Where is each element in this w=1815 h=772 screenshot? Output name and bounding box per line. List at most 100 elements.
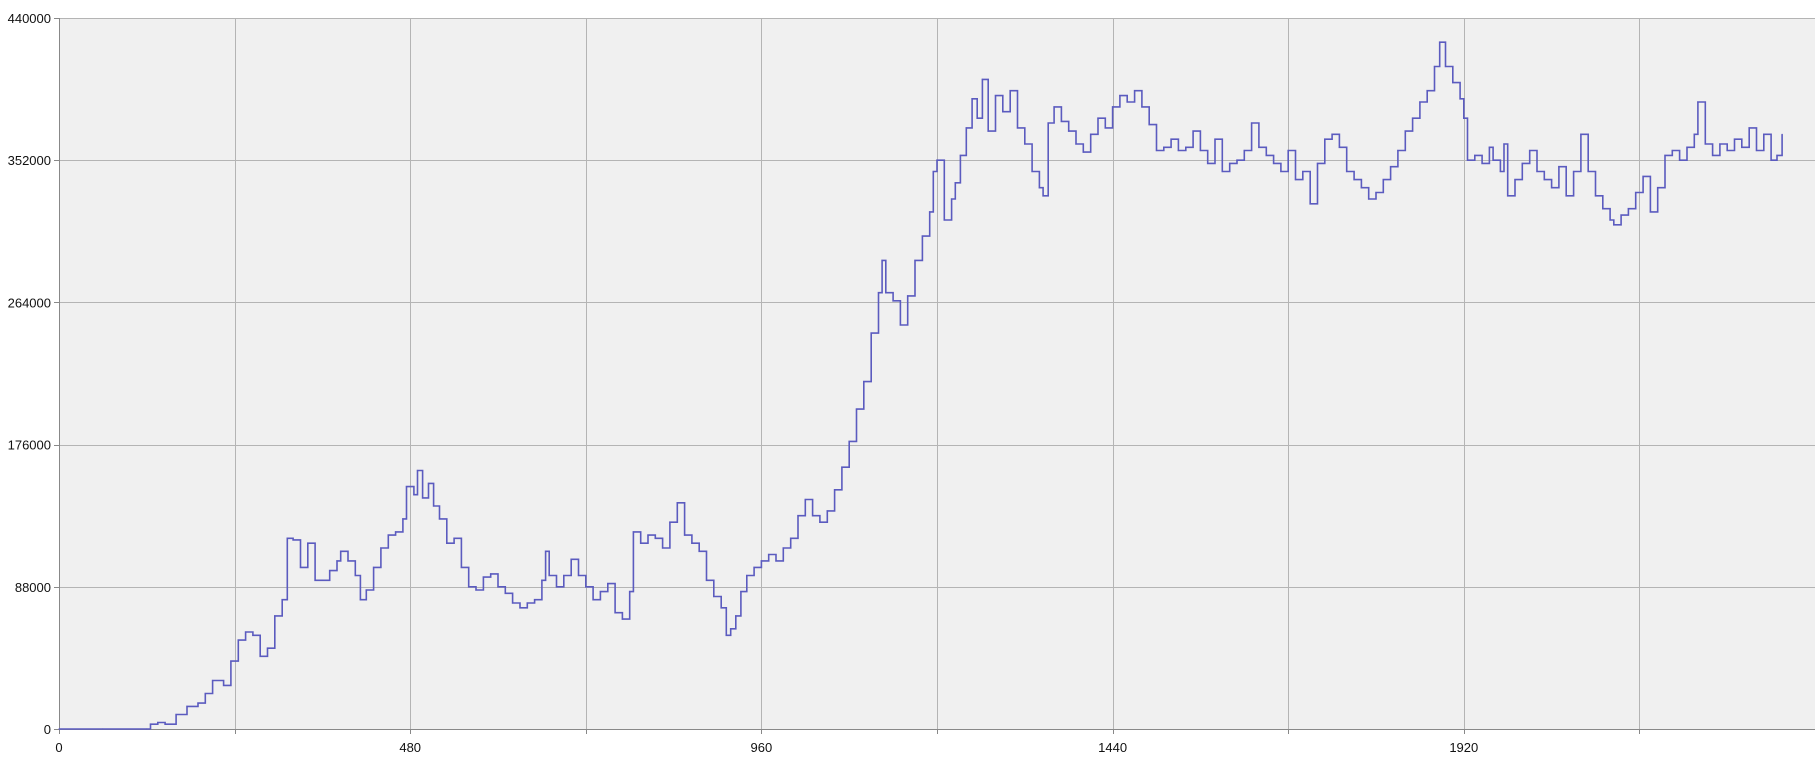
data-point [482,576,484,578]
data-point [1748,127,1750,129]
data-point [1776,154,1778,156]
data-point [314,579,316,581]
data-point [1324,138,1326,140]
data-point [146,728,148,730]
data-point [1199,149,1201,152]
data-point [1382,179,1384,181]
data-point [1346,170,1348,173]
data-point [705,579,708,581]
data-point [1463,117,1465,119]
data-point [684,534,686,536]
data-point [826,510,828,512]
data-point [621,618,624,620]
data-point [1353,179,1355,181]
data-point [877,292,880,294]
data-point [885,292,887,294]
data-point [1733,138,1736,140]
data-point [204,692,206,695]
data-point [632,531,635,533]
data-point [669,521,671,523]
data-point [753,566,755,569]
y-tick-label: 176000 [8,438,51,453]
data-point [1185,146,1187,148]
data-point [541,579,543,581]
data-point [971,98,973,100]
data-point [175,713,177,716]
data-point [1163,146,1165,148]
data-point [1236,159,1238,161]
data-point [413,494,415,496]
data-point [647,534,649,536]
data-point [266,647,269,649]
data-point [1170,138,1172,140]
data-point [775,560,777,562]
data-point [1565,195,1567,197]
data-point [1258,146,1260,148]
data-point [1726,149,1728,152]
data-point [1697,101,1699,103]
data-point [1488,146,1490,148]
data-point [907,295,909,297]
data-point [259,655,261,657]
data-point [1763,133,1765,135]
data-point [1649,211,1651,213]
data-point [1042,195,1044,197]
data-point [936,159,938,161]
data-point [373,566,375,569]
data-point [1459,98,1461,100]
data-point [768,553,770,556]
data-point [841,466,843,468]
data-point [387,534,389,536]
data-point [1433,65,1436,68]
data-point [460,566,462,569]
data-point [321,579,323,581]
data-point [1155,149,1158,152]
data-point [446,542,448,544]
data-point [1712,154,1714,156]
data-point [1309,203,1311,205]
data-point [468,586,470,588]
y-tick-label: 88000 [15,580,51,595]
data-point [1657,187,1659,189]
data-point [1141,106,1143,108]
data-point [1620,214,1622,216]
data-point [365,589,367,591]
data-point [1038,187,1040,189]
data-point [1221,170,1223,173]
data-point [1466,159,1469,161]
data-point [1609,219,1611,221]
data-point [1719,143,1721,145]
data-point [157,721,159,724]
data-point [976,117,978,119]
data-point [932,170,934,173]
data-point [614,612,616,614]
data-point [347,560,349,562]
data-point [1642,175,1644,177]
data-point [640,542,642,544]
grid-lines [59,18,1815,730]
data-point [1068,130,1070,132]
data-point [1704,143,1706,145]
data-point [336,560,338,562]
data-point [1053,106,1055,108]
data-point [1507,195,1509,197]
x-tick-label: 0 [55,740,62,755]
data-point [1474,154,1476,156]
data-point [1419,101,1421,103]
data-point [427,482,430,484]
data-point [863,381,865,383]
data-point [881,259,883,261]
data-point [929,211,931,213]
data-point [981,78,984,80]
data-point [1602,208,1604,210]
data-point [555,586,558,588]
data-point [245,631,247,633]
data-point [965,127,967,129]
data-point [1580,133,1582,135]
data-point [1397,149,1399,152]
data-point [1024,143,1026,145]
data-point [592,599,594,601]
data-point [380,547,382,549]
data-point [1316,162,1319,164]
